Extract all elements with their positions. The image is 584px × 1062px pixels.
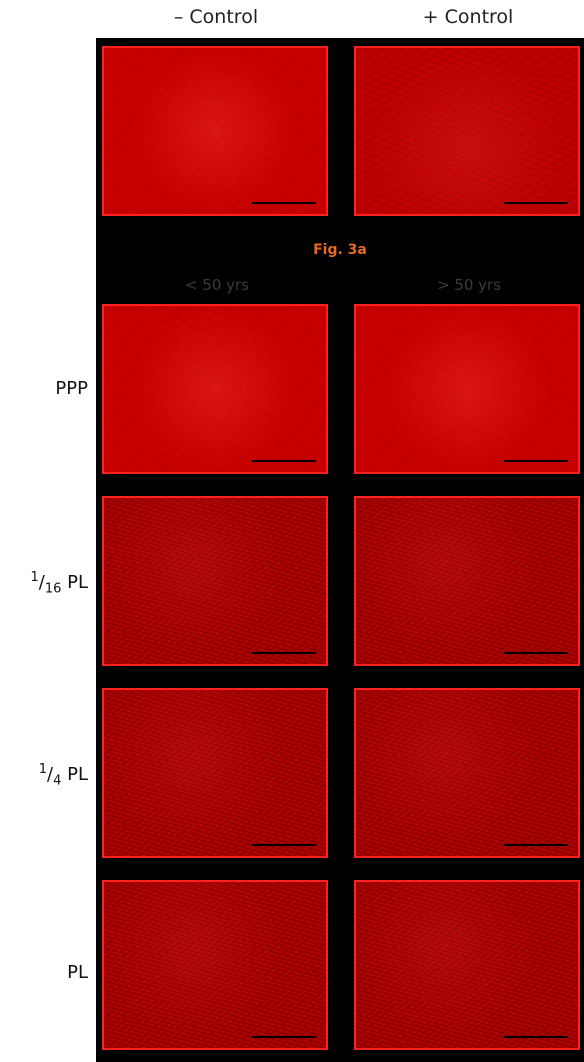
fraction-denominator: 4 xyxy=(53,773,62,789)
scale-bar xyxy=(504,202,568,204)
image-pl-1-4-over-50 xyxy=(354,688,580,858)
fraction-numerator: 1 xyxy=(38,762,48,777)
scale-bar xyxy=(252,460,316,462)
fraction-numerator: 1 xyxy=(30,570,39,585)
scale-bar xyxy=(504,844,568,846)
age-label-over-50: > 50 yrs xyxy=(436,276,502,294)
image-pl-1-4-under-50 xyxy=(102,688,328,858)
fraction-unit: PL xyxy=(61,764,88,785)
image-minus-control xyxy=(102,46,328,216)
scale-bar xyxy=(504,1036,568,1038)
figure-label: Fig. 3a xyxy=(313,242,367,258)
row-label-pl-1-4: 1/4 PL xyxy=(0,762,88,789)
row-label-pl-1-16: 1/16 PL xyxy=(0,570,88,597)
scale-bar xyxy=(252,652,316,654)
image-plus-control xyxy=(354,46,580,216)
scale-bar xyxy=(504,460,568,462)
age-label-under-50: < 50 yrs xyxy=(184,276,250,294)
image-ppp-over-50 xyxy=(354,304,580,474)
column-header-plus-control: + Control xyxy=(422,6,514,28)
image-pl-under-50 xyxy=(102,880,328,1050)
column-header-minus-control: – Control xyxy=(173,6,259,28)
scale-bar xyxy=(252,844,316,846)
fraction-denominator: 16 xyxy=(44,581,62,597)
row-label-pl: PL xyxy=(67,962,88,983)
image-pl-over-50 xyxy=(354,880,580,1050)
fraction-unit: PL xyxy=(61,572,88,593)
scale-bar xyxy=(504,652,568,654)
row-label-ppp: PPP xyxy=(55,378,88,399)
image-pl-1-16-under-50 xyxy=(102,496,328,666)
image-pl-1-16-over-50 xyxy=(354,496,580,666)
scale-bar xyxy=(252,1036,316,1038)
image-ppp-under-50 xyxy=(102,304,328,474)
scale-bar xyxy=(252,202,316,204)
fraction-slash: / xyxy=(47,764,54,785)
fraction-slash: / xyxy=(38,572,45,593)
